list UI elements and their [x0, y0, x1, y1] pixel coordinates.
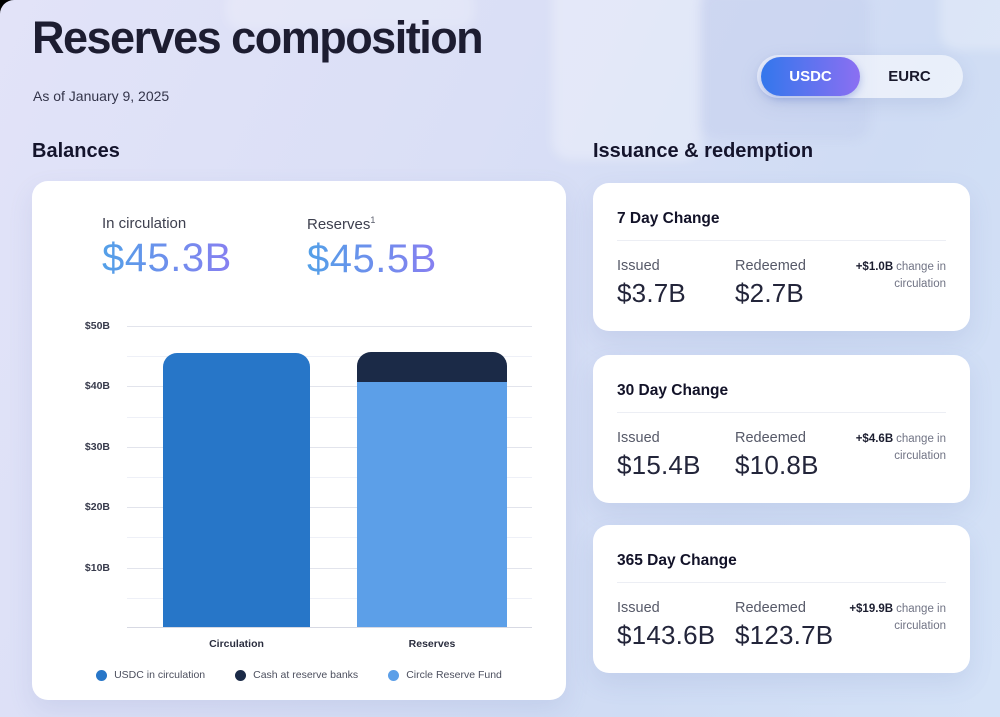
- gridline: [127, 416, 532, 418]
- issued-column: Issued $15.4B: [617, 430, 701, 481]
- legend-dot: [388, 669, 400, 681]
- stat-in-circulation: In circulation $45.3B: [102, 215, 252, 282]
- balance-stats: In circulation $45.3B Reserves1 $45.5B: [102, 215, 457, 282]
- legend-label: Cash at reserve banks: [253, 669, 359, 681]
- circulation-change: +$4.6B change in circulation: [824, 431, 946, 464]
- chart-bar-segment[interactable]: [163, 353, 310, 627]
- legend-dot: [235, 669, 247, 681]
- redeemed-value: $123.7B: [735, 620, 834, 650]
- card-title: 365 Day Change: [617, 552, 737, 569]
- legend-item: Cash at reserve banks: [235, 669, 358, 681]
- change-text: change in circulation: [894, 433, 946, 462]
- circulation-change: +$1.0B change in circulation: [824, 259, 946, 292]
- gridline: [127, 386, 532, 388]
- change-card-30-day: 30 Day Change Issued $15.4B Redeemed $10…: [593, 355, 970, 503]
- redeemed-value: $10.8B: [735, 450, 819, 480]
- background-pattern: [552, 0, 702, 160]
- change-amount: +$19.9B: [849, 603, 894, 615]
- legend-item: Circle Reserve Fund: [388, 669, 502, 681]
- change-text: change in circulation: [894, 261, 946, 290]
- currency-toggle: USDC EURC: [757, 55, 963, 98]
- issued-label: Issued: [617, 430, 660, 446]
- chart-plot: [127, 326, 532, 628]
- legend-dot: [96, 669, 108, 681]
- issuance-heading: Issuance & redemption: [593, 140, 814, 162]
- stat-reserves: Reserves1 $45.5B: [307, 215, 457, 282]
- chart-bar-segment[interactable]: [357, 381, 507, 627]
- issued-value: $3.7B: [617, 278, 686, 308]
- redeemed-column: Redeemed $123.7B: [735, 600, 833, 651]
- change-card-365-day: 365 Day Change Issued $143.6B Redeemed $…: [593, 525, 970, 673]
- change-card-7-day: 7 Day Change Issued $3.7B Redeemed $2.7B…: [593, 183, 970, 331]
- chart-x-axis: Circulation Reserves: [127, 638, 532, 654]
- divider: [617, 412, 946, 413]
- redeemed-label: Redeemed: [735, 600, 806, 616]
- gridline: [127, 537, 532, 539]
- divider: [617, 582, 946, 583]
- redeemed-column: Redeemed $2.7B: [735, 258, 806, 309]
- background-pattern: [940, 0, 1000, 50]
- stat-value: $45.5B: [307, 237, 457, 282]
- circulation-change: +$19.9B change in circulation: [824, 601, 946, 634]
- chart-bar-segment[interactable]: [357, 352, 507, 382]
- stat-value: $45.3B: [102, 236, 252, 281]
- redeemed-label: Redeemed: [735, 430, 806, 446]
- redeemed-label: Redeemed: [735, 258, 806, 274]
- card-title: 7 Day Change: [617, 210, 720, 227]
- footnote-marker: 1: [370, 215, 376, 225]
- page-title: Reserves composition: [32, 12, 484, 63]
- x-category-label: Circulation: [209, 638, 264, 650]
- legend-label: USDC in circulation: [114, 669, 206, 681]
- gridline: [127, 507, 532, 509]
- issued-column: Issued $3.7B: [617, 258, 686, 309]
- legend-label: Circle Reserve Fund: [406, 669, 502, 681]
- issued-label: Issued: [617, 258, 660, 274]
- gridline: [127, 356, 532, 358]
- redeemed-value: $2.7B: [735, 278, 804, 308]
- y-tick-label: $40B: [84, 380, 110, 393]
- chart-legend: USDC in circulation Cash at reserve banks…: [32, 669, 566, 681]
- issued-column: Issued $143.6B: [617, 600, 715, 651]
- balances-card: In circulation $45.3B Reserves1 $45.5B $…: [32, 181, 566, 700]
- divider: [617, 240, 946, 241]
- chart-y-axis: $50B $40B $30B $20B $10B: [52, 320, 110, 628]
- issued-label: Issued: [617, 600, 660, 616]
- gridline: [127, 326, 532, 327]
- change-amount: +$4.6B: [855, 433, 894, 445]
- chart-bar: [163, 353, 310, 627]
- y-tick-label: $30B: [84, 440, 110, 453]
- toggle-eurc-button[interactable]: EURC: [860, 59, 959, 94]
- y-tick-label: $20B: [84, 501, 110, 514]
- gridline: [127, 567, 532, 569]
- stat-label: In circulation: [102, 215, 187, 232]
- change-text: change in circulation: [894, 603, 946, 632]
- change-amount: +$1.0B: [855, 261, 894, 273]
- toggle-usdc-button[interactable]: USDC: [761, 57, 860, 96]
- y-tick-label: $10B: [84, 561, 110, 574]
- gridline: [127, 597, 532, 599]
- gridline: [127, 477, 532, 478]
- chart-bar: [357, 352, 507, 627]
- x-category-label: Reserves: [408, 638, 456, 650]
- chart-baseline: [127, 627, 532, 628]
- stat-label: Reserves1: [307, 215, 376, 233]
- y-tick-label: $50B: [84, 320, 110, 332]
- issued-value: $143.6B: [617, 620, 716, 650]
- redeemed-column: Redeemed $10.8B: [735, 430, 819, 481]
- balances-heading: Balances: [32, 140, 120, 162]
- issued-value: $15.4B: [617, 450, 701, 480]
- gridline: [127, 446, 532, 448]
- legend-item: USDC in circulation: [96, 669, 205, 681]
- as-of-date: As of January 9, 2025: [33, 88, 170, 104]
- card-title: 30 Day Change: [617, 382, 729, 399]
